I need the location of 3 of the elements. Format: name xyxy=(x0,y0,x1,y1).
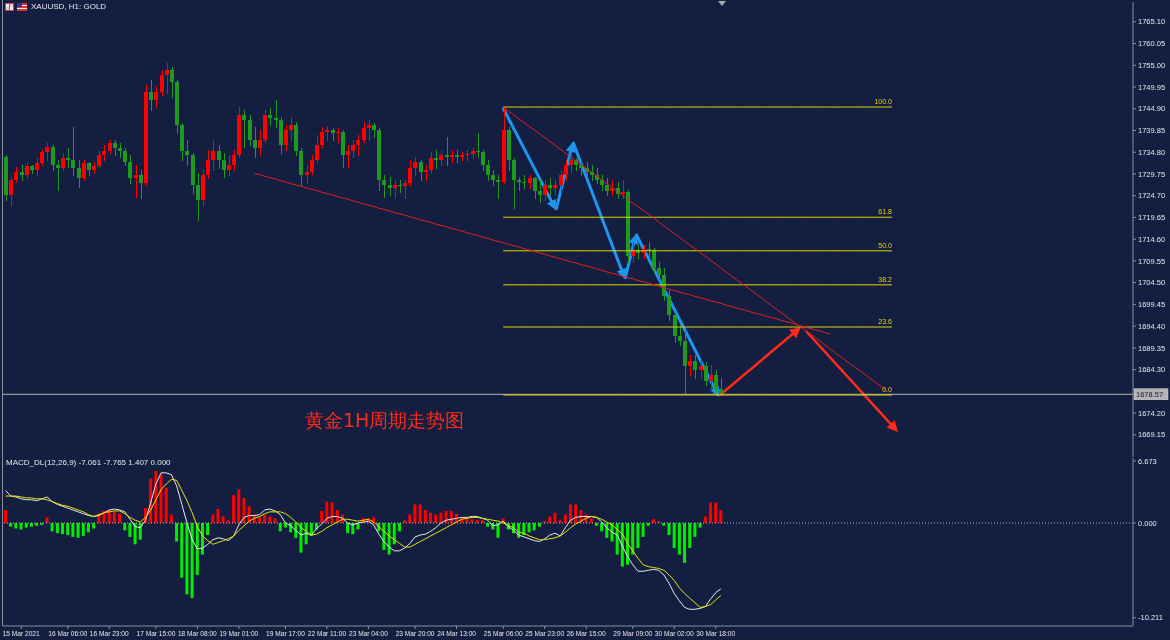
annotation: 黄金1H周期走势图 xyxy=(305,408,465,432)
chart-title: XAUUSD, H1: GOLD xyxy=(31,2,107,12)
chart-title: MACD_DL(12,26,9) -7.061 -7.765 1.407 0.000 xyxy=(6,458,171,468)
